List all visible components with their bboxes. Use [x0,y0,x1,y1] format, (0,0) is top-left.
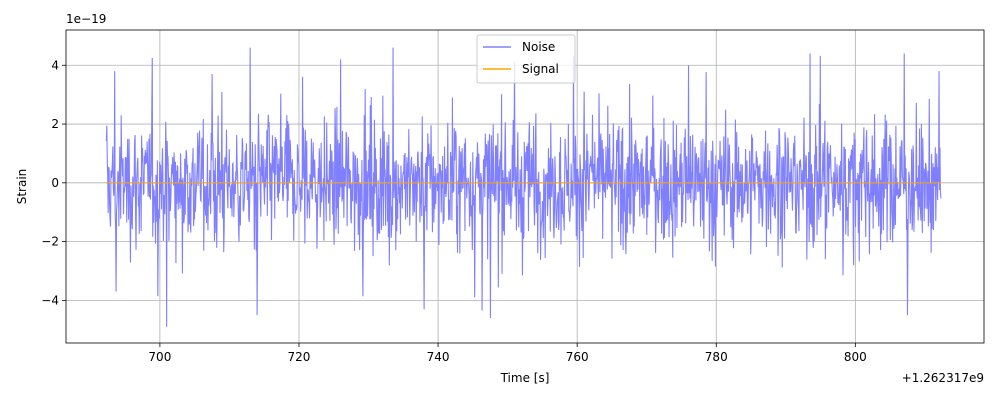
x-tick-label: 740 [427,350,450,364]
legend: Noise Signal [476,34,576,84]
y-tick-label: −2 [41,235,59,249]
x-axis-label: Time [s] [500,371,550,385]
legend-noise-label: Noise [522,40,555,54]
noise-series-line [105,47,942,327]
x-tick-label: 700 [148,350,171,364]
y-tick-label: 2 [51,117,59,131]
x-axis-offset-label: +1.262317e9 [902,371,984,385]
y-axis-label: Strain [15,169,29,205]
plot-frame [65,29,985,344]
legend-signal-label: Signal [522,62,559,76]
x-tick-label: 720 [288,350,311,364]
x-tick-label: 780 [705,350,728,364]
y-tick-label: 4 [51,58,59,72]
x-axis-ticks: 700 720 740 760 780 800 [148,343,867,364]
noise-series [105,47,942,327]
y-tick-label: 0 [51,176,59,190]
y-axis-ticks: −4 −2 0 2 4 [41,58,66,307]
x-tick-label: 800 [844,350,867,364]
x-tick-label: 760 [566,350,589,364]
y-tick-label: −4 [41,293,59,307]
y-axis-scale-label: 1e−19 [66,12,106,26]
